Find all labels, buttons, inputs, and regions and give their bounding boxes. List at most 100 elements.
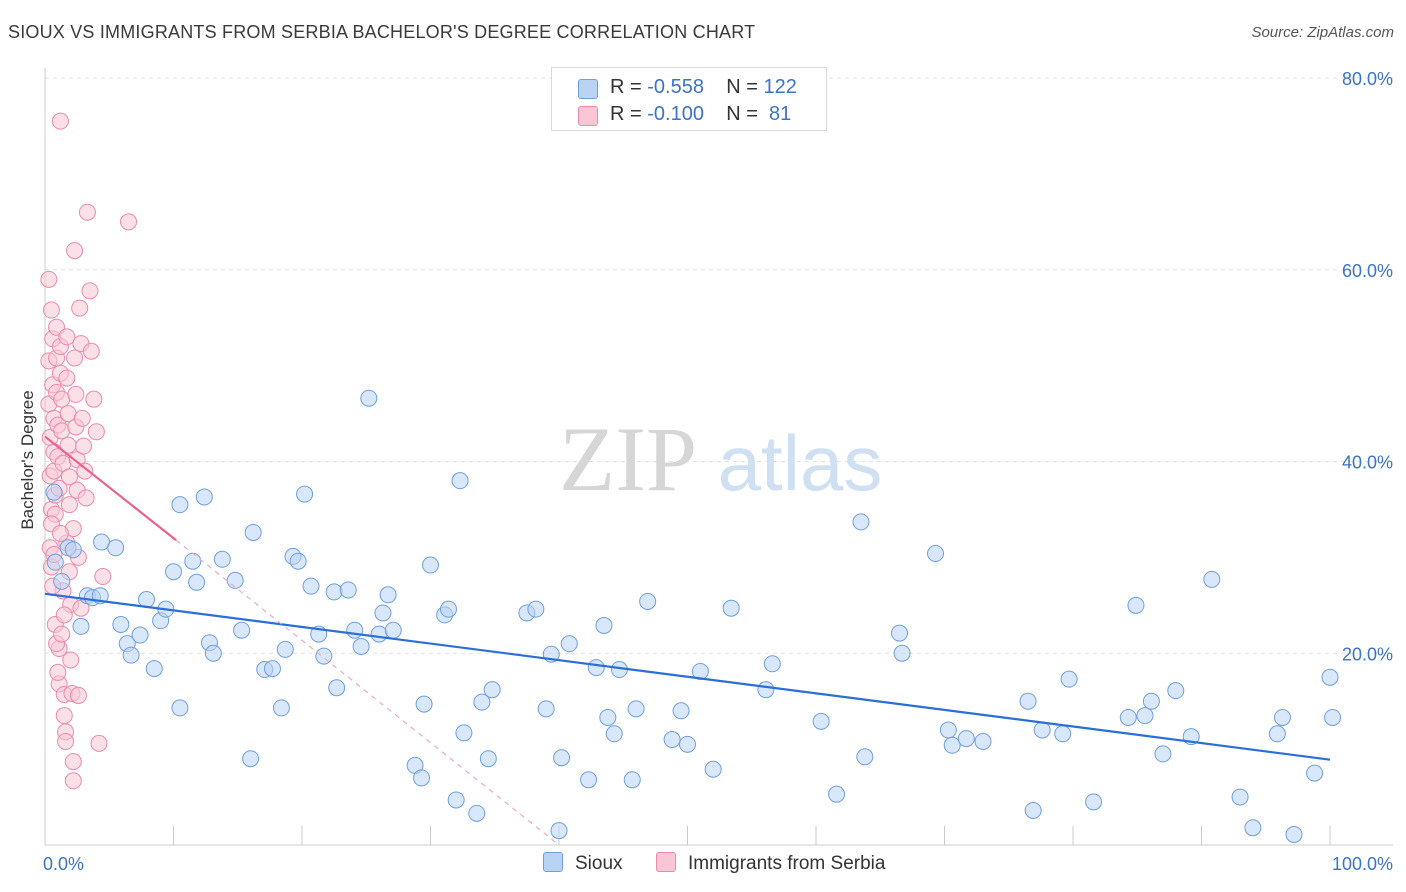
- sioux-point: [1306, 764, 1324, 782]
- sioux-point: [195, 488, 213, 506]
- sioux-point: [763, 655, 781, 673]
- serbia-point: [94, 568, 112, 586]
- sioux-point: [852, 513, 870, 531]
- sioux-point: [957, 730, 975, 748]
- sioux-point: [188, 573, 206, 591]
- sioux-point: [339, 581, 357, 599]
- sioux-point: [704, 760, 722, 778]
- sioux-point: [550, 822, 568, 840]
- sioux-point: [213, 550, 231, 568]
- sioux-point: [289, 552, 307, 570]
- sioux-point: [171, 496, 189, 514]
- sioux-point: [1231, 788, 1249, 806]
- serbia-point: [58, 328, 76, 346]
- serbia-swatch: [656, 852, 676, 872]
- serbia-trendline: [44, 435, 177, 541]
- sioux-point: [483, 681, 501, 699]
- bottom-legend-serbia: Immigrants from Serbia: [656, 852, 885, 875]
- sioux-point: [455, 724, 473, 742]
- sioux-point: [1142, 692, 1160, 710]
- legend-r-label: R =: [610, 76, 642, 98]
- sioux-point: [599, 708, 617, 726]
- sioux-point: [679, 735, 696, 753]
- sioux-point: [939, 721, 957, 739]
- sioux-point: [346, 621, 364, 639]
- sioux-point: [560, 635, 578, 653]
- sioux-point: [204, 644, 222, 662]
- sioux-point: [1085, 793, 1103, 811]
- serbia-point: [51, 112, 69, 130]
- y-tick-label: 60.0%: [1342, 261, 1393, 281]
- sioux-point: [272, 699, 290, 717]
- sioux-point: [1268, 725, 1286, 743]
- sioux-point: [722, 599, 740, 617]
- sioux-point: [553, 749, 571, 767]
- serbia-point: [64, 772, 82, 790]
- sioux-point: [468, 804, 486, 822]
- sioux-point: [263, 660, 281, 678]
- sioux-point: [672, 702, 690, 720]
- legend-n-label: N =: [726, 76, 758, 98]
- sioux-point: [587, 659, 605, 677]
- sioux-point: [233, 621, 251, 639]
- serbia-legend-label: Immigrants from Serbia: [688, 853, 886, 874]
- sioux-point: [537, 700, 555, 718]
- grid-lines: [45, 77, 1393, 654]
- watermark-atlas: atlas: [718, 419, 883, 507]
- sioux-point: [1033, 721, 1051, 739]
- serbia-point: [49, 663, 67, 681]
- sioux-point: [639, 592, 657, 610]
- sioux-point: [93, 533, 111, 551]
- legend-n-value: 81: [763, 103, 792, 125]
- serbia-point: [78, 203, 96, 221]
- sioux-point: [473, 693, 491, 711]
- watermark: ZIP atlas: [559, 408, 882, 510]
- sioux-swatch: [543, 852, 563, 872]
- sioux-point: [64, 541, 82, 559]
- sioux-point: [1324, 708, 1342, 726]
- sioux-point: [379, 586, 397, 604]
- sioux-point: [360, 389, 378, 407]
- sioux-point: [527, 600, 545, 618]
- sioux-point: [1244, 819, 1262, 837]
- serbia-points: [40, 112, 138, 790]
- sioux-point: [1273, 708, 1291, 726]
- sioux-point: [122, 646, 140, 664]
- sioux-point: [605, 725, 623, 743]
- serbia-point: [58, 369, 76, 387]
- sioux-point: [276, 640, 294, 658]
- sioux-point: [1060, 670, 1078, 688]
- serbia-point: [42, 301, 60, 319]
- sioux-point: [107, 539, 125, 557]
- serbia-trendline-extension: [175, 539, 560, 846]
- sioux-point: [46, 553, 64, 571]
- sioux-point: [1203, 570, 1221, 588]
- serbia-point: [69, 686, 87, 704]
- sioux-point: [1054, 725, 1072, 743]
- sioux-point: [447, 791, 465, 809]
- sioux-point: [943, 736, 961, 754]
- serbia-point: [90, 734, 108, 752]
- sioux-point: [595, 616, 613, 634]
- sioux-point: [1127, 596, 1145, 614]
- sioux-point: [165, 563, 182, 581]
- sioux-point: [757, 681, 775, 699]
- sioux-point: [623, 771, 641, 789]
- legend-r-value: -0.558: [647, 76, 704, 98]
- serbia-point: [120, 213, 138, 231]
- sioux-point: [72, 617, 90, 635]
- serbia-point: [53, 625, 71, 643]
- serbia-point: [87, 423, 105, 441]
- sioux-point: [374, 604, 392, 622]
- legend-r-value: -0.100: [647, 103, 704, 125]
- sioux-point: [325, 583, 343, 601]
- serbia-point: [60, 496, 78, 514]
- legend-n-value: 122: [763, 76, 797, 98]
- serbia-point: [73, 409, 91, 427]
- serbia-point: [66, 349, 84, 367]
- x-tick-label: 100.0%: [1332, 854, 1393, 874]
- sioux-point: [422, 556, 439, 574]
- serbia-point: [60, 468, 78, 486]
- sioux-point: [415, 695, 433, 713]
- watermark-zip: ZIP: [559, 408, 697, 510]
